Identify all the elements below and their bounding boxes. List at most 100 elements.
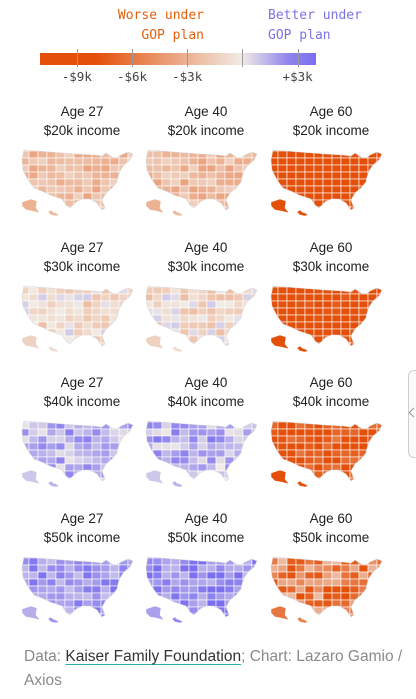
region-cell (386, 165, 393, 172)
region-cell (137, 280, 144, 287)
region-cell (242, 470, 253, 479)
region-cell (271, 321, 279, 330)
region-cell (358, 335, 369, 344)
region-cell (46, 199, 57, 208)
region-cell (28, 463, 39, 472)
region-cell (331, 470, 342, 479)
region-cell (73, 435, 84, 444)
region-cell (277, 578, 288, 587)
region-cell (170, 421, 181, 423)
region-cell (119, 621, 128, 623)
region-cell (127, 613, 133, 617)
region-cell (269, 350, 278, 352)
region-cell (101, 214, 110, 216)
region-cell (233, 286, 244, 288)
us-map (21, 420, 134, 487)
region-cell (73, 178, 84, 187)
region-cell (64, 178, 75, 187)
region-cell (242, 178, 253, 187)
region-cell (376, 286, 382, 288)
region-cell (118, 293, 129, 302)
region-cell (304, 307, 315, 316)
region-cell (340, 585, 351, 594)
region-cell (119, 350, 128, 352)
region-cell (358, 421, 369, 430)
region-cell (179, 585, 190, 594)
region-cell (82, 592, 93, 601)
region-cell (22, 592, 30, 601)
region-cell (64, 435, 75, 444)
region-cell (304, 185, 315, 194)
region-cell (179, 564, 190, 573)
region-cell (386, 315, 393, 322)
region-cell (109, 599, 120, 608)
region-cell (28, 286, 39, 288)
region-cell (251, 585, 257, 594)
region-cell (331, 300, 342, 309)
legend-tick-label: -$9k (61, 69, 92, 84)
region-cell (179, 599, 190, 608)
region-cell (331, 314, 342, 323)
region-cell (100, 314, 111, 323)
region-cell (225, 350, 234, 352)
region-cell (261, 179, 268, 186)
region-cell (340, 150, 351, 159)
region-cell (188, 564, 199, 573)
map-panel: Age 27 $40k income (20, 373, 144, 487)
region-cell (128, 350, 137, 352)
source-link[interactable]: Kaiser Family Foundation (65, 648, 242, 665)
side-drawer-handle[interactable] (408, 370, 416, 458)
legend-tick-mark (76, 49, 78, 67)
region-cell (152, 442, 163, 451)
region-cell (295, 150, 306, 152)
region-cell (206, 206, 217, 210)
region-cell (261, 457, 268, 464)
region-cell (73, 314, 84, 323)
region-cell (322, 613, 333, 617)
region-cell (340, 463, 351, 472)
region-cell (215, 435, 226, 444)
region-cell (152, 293, 163, 302)
region-cell (64, 157, 75, 166)
region-cell (198, 485, 207, 487)
us-map (145, 285, 258, 352)
region-cell (331, 206, 342, 210)
region-cell (188, 421, 199, 430)
region-cell (340, 171, 351, 180)
region-cell (197, 342, 208, 346)
region-cell (286, 421, 297, 423)
region-cell (242, 421, 253, 423)
region-cell (118, 192, 129, 201)
region-cell (127, 571, 133, 580)
region-cell (118, 421, 129, 430)
region-cell (243, 485, 252, 487)
region-cell (91, 421, 102, 423)
region-cell (358, 557, 369, 559)
region-cell (340, 206, 351, 210)
region-cell (261, 464, 268, 471)
region-cell (22, 463, 30, 472)
region-cell (233, 342, 244, 346)
region-cell (207, 621, 216, 623)
region-cell (22, 164, 30, 173)
region-cell (304, 164, 315, 173)
region-cell (322, 449, 333, 458)
region-cell (224, 321, 235, 330)
region-cell (20, 350, 29, 352)
region-cell (55, 592, 66, 601)
region-cell (188, 164, 199, 173)
region-cell (286, 185, 297, 194)
region-cell (358, 463, 369, 472)
region-cell (73, 171, 84, 180)
region-cell (110, 350, 119, 352)
region-cell (109, 328, 120, 337)
region-cell (234, 621, 243, 623)
region-cell (118, 442, 129, 451)
region-cell (251, 300, 257, 309)
region-cell (376, 171, 382, 180)
region-cell (233, 192, 244, 201)
region-cell (386, 322, 393, 329)
region-cell (127, 157, 133, 166)
region-cell (386, 614, 393, 621)
region-cell (386, 565, 393, 572)
